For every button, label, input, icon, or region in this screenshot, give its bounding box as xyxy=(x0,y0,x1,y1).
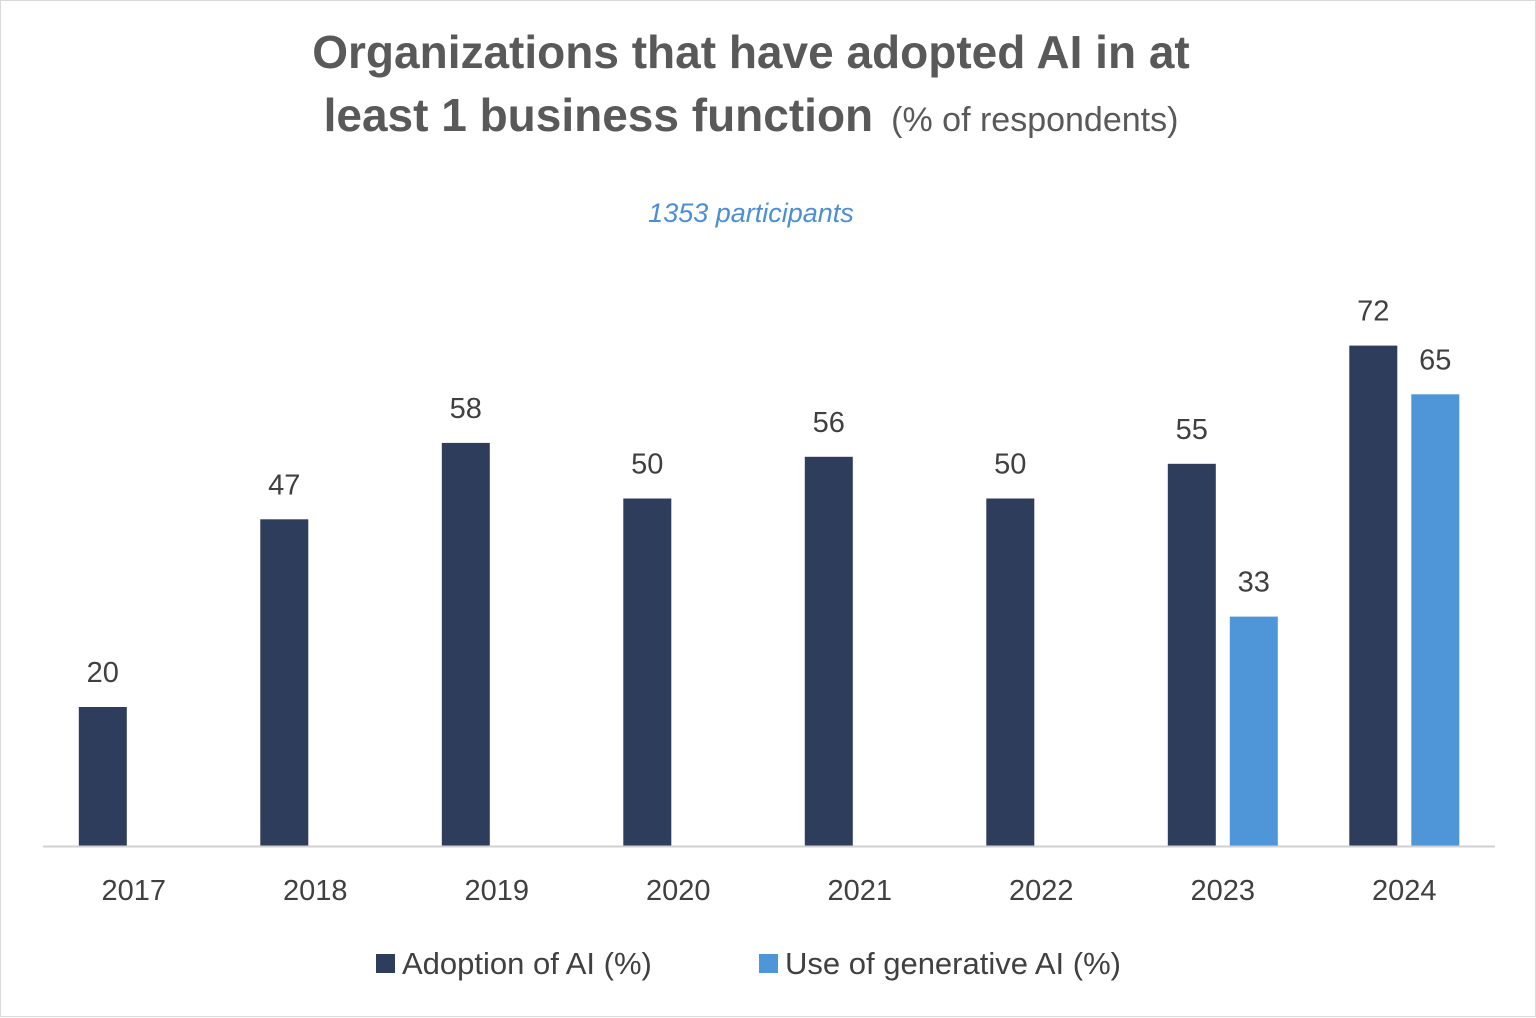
data-label-2017-series-1: 20 xyxy=(87,657,119,689)
x-tick-label-2020: 2020 xyxy=(646,875,711,907)
bar-2017-series-1 xyxy=(78,707,127,846)
legend-swatch-series-1 xyxy=(376,954,395,973)
bar-2023-series-2 xyxy=(1229,616,1278,846)
chart-title-line1: Organizations that have adopted AI in at xyxy=(312,26,1190,78)
chart-subtitle: 1353 participants xyxy=(648,198,854,228)
bar-2021-series-1 xyxy=(804,456,853,846)
x-tick-label-2023: 2023 xyxy=(1191,875,1256,907)
data-label-2021-series-1: 56 xyxy=(813,407,845,439)
data-label-2024-series-1: 72 xyxy=(1357,296,1389,328)
bar-2023-series-1 xyxy=(1167,463,1216,847)
x-tick-labels: 2017 2018 2019 2020 2021 2022 2023 2024 xyxy=(102,875,1437,907)
data-label-2024-series-2: 65 xyxy=(1419,344,1451,376)
data-label-2019-series-1: 58 xyxy=(450,393,482,425)
x-tick-label-2021: 2021 xyxy=(828,875,893,907)
bar-2024-series-2 xyxy=(1411,394,1460,847)
x-tick-label-2024: 2024 xyxy=(1372,875,1437,907)
chart-title-line2-bold: least 1 business function xyxy=(324,89,874,141)
data-label-2023-series-1: 55 xyxy=(1176,414,1208,446)
x-tick-label-2019: 2019 xyxy=(465,875,530,907)
legend-swatch-series-2 xyxy=(759,954,778,973)
data-label-2020-series-1: 50 xyxy=(631,449,663,481)
legend-label-series-2: Use of generative AI (%) xyxy=(785,946,1121,981)
bar-2020-series-1 xyxy=(623,498,672,846)
legend: Adoption of AI (%) Use of generative AI (… xyxy=(376,946,1121,981)
chart-title-suffix: (% of respondents) xyxy=(891,101,1178,139)
data-label-2023-series-2: 33 xyxy=(1238,567,1270,599)
data-label-2018-series-1: 47 xyxy=(268,469,300,501)
bar-2019-series-1 xyxy=(441,442,490,846)
data-label-2022-series-1: 50 xyxy=(994,449,1026,481)
legend-label-series-1: Adoption of AI (%) xyxy=(402,946,652,981)
x-tick-label-2017: 2017 xyxy=(102,875,167,907)
chart-title-line2: least 1 business function (% of responde… xyxy=(324,89,1179,141)
x-tick-label-2018: 2018 xyxy=(283,875,348,907)
bar-2024-series-1 xyxy=(1349,345,1398,846)
data-labels-layer: 20 47 58 50 56 50 55 33 72 65 xyxy=(87,296,1452,689)
bar-2018-series-1 xyxy=(260,519,309,846)
bars-layer xyxy=(78,345,1460,847)
x-tick-label-2022: 2022 xyxy=(1009,875,1074,907)
bar-2022-series-1 xyxy=(986,498,1035,846)
